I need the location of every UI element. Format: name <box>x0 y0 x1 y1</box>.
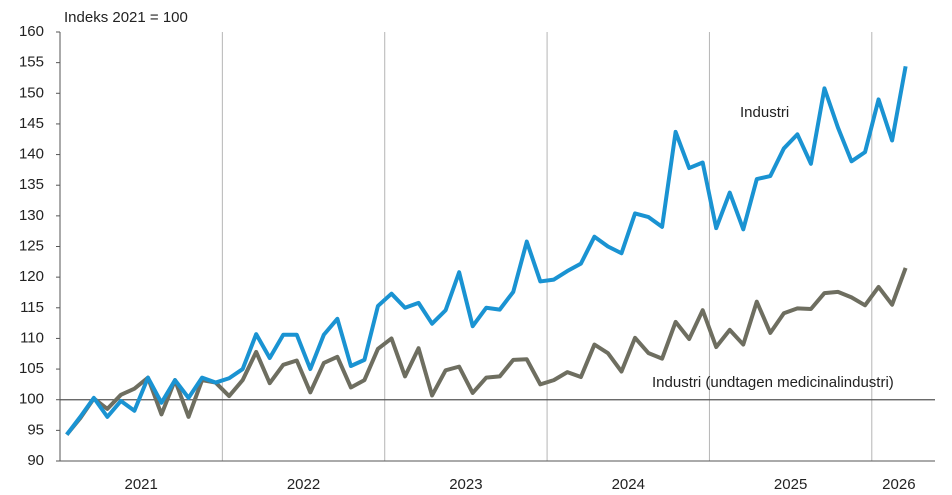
series-label: Industri (undtagen medicinalindustri) <box>652 374 894 391</box>
y-tick-label: 90 <box>27 452 44 469</box>
x-tick-label: 2022 <box>287 476 320 493</box>
y-tick-label: 125 <box>19 237 44 254</box>
axis-note: Indeks 2021 = 100 <box>64 9 188 26</box>
series-line <box>65 65 908 436</box>
y-tick-label: 110 <box>20 329 44 346</box>
x-tick-label: 2026 <box>882 476 915 493</box>
y-tick-label: 105 <box>19 360 44 377</box>
y-tick-label: 140 <box>19 146 44 163</box>
series-label: Industri <box>740 104 789 121</box>
y-tick-label: 95 <box>27 421 44 438</box>
x-tick-label: 2023 <box>449 476 482 493</box>
y-tick-label: 135 <box>19 176 44 193</box>
y-tick-label: 145 <box>19 115 44 132</box>
x-tick-label: 2025 <box>774 476 807 493</box>
y-tick-label: 160 <box>19 23 44 40</box>
y-tick-label: 130 <box>19 207 44 224</box>
y-tick-label: 115 <box>20 299 44 316</box>
y-tick-label: 155 <box>19 54 44 71</box>
y-tick-label: 150 <box>19 84 44 101</box>
x-tick-label: 2024 <box>612 476 645 493</box>
x-tick-label: 2021 <box>124 476 157 493</box>
y-tick-label: 120 <box>19 268 44 285</box>
series-line <box>65 267 908 436</box>
y-tick-label: 100 <box>19 391 44 408</box>
